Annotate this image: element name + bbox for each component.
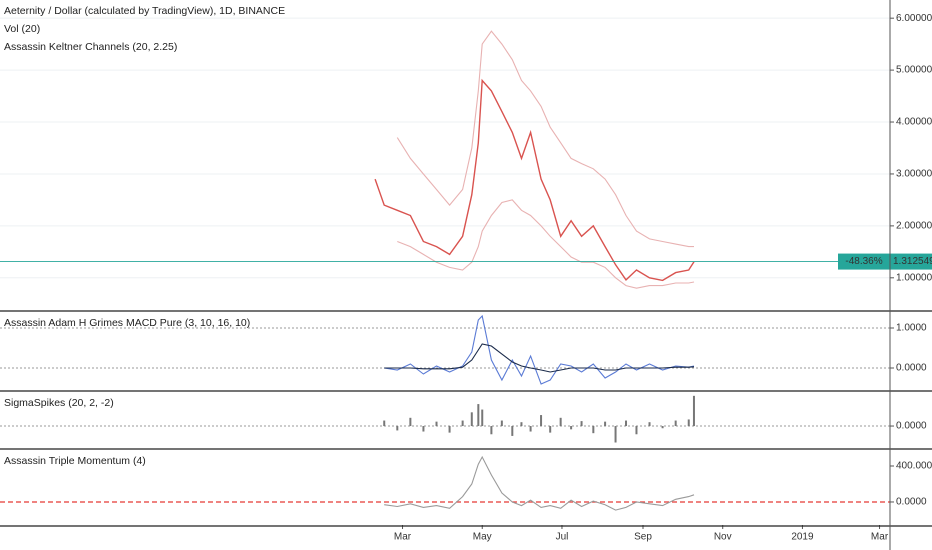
spike-bar	[661, 426, 664, 429]
price-label: 1.31254994	[893, 256, 932, 267]
y-tick-label: 0.0000	[896, 363, 927, 374]
y-tick-label: 0.0000	[896, 497, 927, 508]
series-line	[384, 314, 695, 385]
y-tick-label: 1.0000	[896, 323, 927, 334]
spike-bar	[674, 420, 677, 427]
y-tick-label: 2.00000000	[896, 221, 932, 232]
x-tick-label: Sep	[634, 532, 652, 543]
spike-bar	[511, 426, 514, 436]
spike-bar	[692, 395, 695, 427]
y-tick-label: 0.0000	[896, 421, 927, 432]
series-line	[384, 455, 695, 511]
spike-bar	[549, 426, 552, 433]
spike-bar	[383, 420, 386, 427]
spike-bar	[580, 421, 583, 427]
spike-bar	[490, 426, 493, 435]
spike-bar	[635, 426, 638, 435]
spike-bar	[477, 404, 480, 427]
spike-bar	[529, 426, 532, 432]
x-tick-label: 2019	[791, 532, 814, 543]
pane-title: SigmaSpikes (20, 2, -2)	[4, 397, 114, 409]
spike-bar	[461, 420, 464, 427]
y-tick-label: 400.0000	[896, 461, 932, 472]
price-tag	[890, 253, 932, 270]
series-line	[374, 78, 695, 282]
y-tick-label: 1.00000000	[896, 272, 932, 283]
spike-bar	[648, 422, 651, 427]
y-tick-label: 4.00000000	[896, 117, 932, 128]
spike-bar	[614, 426, 617, 443]
spike-bar	[470, 412, 473, 427]
spike-bar	[448, 426, 451, 433]
indicator-label: Vol (20)	[4, 23, 40, 35]
spike-bar	[570, 426, 573, 430]
y-tick-label: 3.00000000	[896, 169, 932, 180]
x-tick-label: Mar	[871, 532, 889, 543]
y-tick-label: 5.00000000	[896, 65, 932, 76]
change-label: -48.36%	[845, 256, 882, 267]
spike-bar	[625, 420, 628, 427]
y-tick-label: 6.00000000	[896, 13, 932, 24]
series-line	[396, 30, 694, 248]
spike-bar	[687, 419, 690, 427]
pane-title: Aeternity / Dollar (calculated by Tradin…	[4, 5, 285, 17]
indicator-label: Assassin Keltner Channels (20, 2.25)	[4, 41, 177, 53]
series-line	[384, 343, 695, 373]
x-tick-label: May	[473, 532, 492, 543]
spike-bar	[422, 426, 425, 432]
spike-bar	[520, 422, 523, 427]
change-tag	[838, 253, 890, 270]
x-tick-label: Mar	[394, 532, 412, 543]
spike-bar	[559, 417, 562, 427]
spike-bar	[409, 417, 412, 427]
spike-bar	[435, 421, 438, 427]
spike-bar	[396, 426, 399, 431]
pane-title: Assassin Triple Momentum (4)	[4, 455, 146, 467]
x-tick-label: Jul	[556, 532, 569, 543]
series-line	[397, 199, 695, 289]
pane-title: Assassin Adam H Grimes MACD Pure (3, 10,…	[4, 317, 250, 329]
spike-bar	[540, 415, 543, 427]
spike-bar	[592, 426, 595, 434]
spike-bar	[604, 421, 607, 427]
spike-bar	[481, 409, 484, 427]
spike-bar	[500, 420, 503, 427]
x-tick-label: Nov	[714, 532, 732, 543]
